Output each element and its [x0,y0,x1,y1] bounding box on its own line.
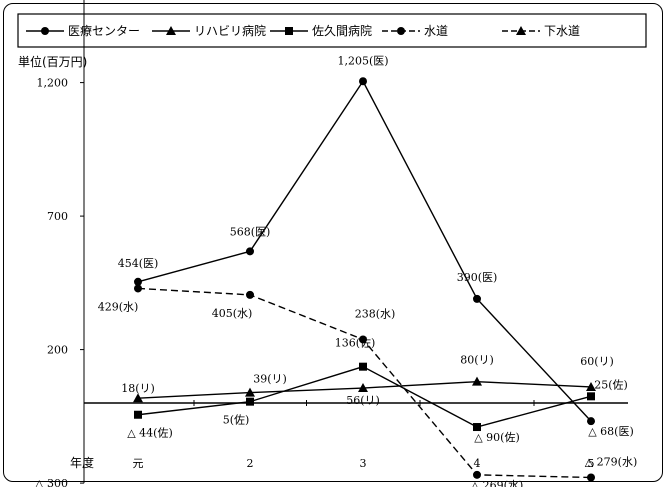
legend-label: 医療センター [68,24,140,38]
data-point [359,335,367,344]
legend-marker [516,26,526,35]
data-label: 80(リ) [460,354,494,367]
x-tick-label: 4 [474,457,481,470]
legend-label: 佐久間病院 [312,23,372,38]
data-point [245,387,255,397]
legend-marker [285,27,293,35]
series-1 [134,77,595,426]
legend: 医療センター リハビリ病院 佐久間病院 水道 下水道 [17,13,647,48]
legend-label: 水道 [424,24,448,38]
legend-item: 下水道 [502,24,580,38]
data-label: 25(佐) [594,377,628,391]
data-label: 5(佐) [223,413,250,427]
x-axis-label: 年度 [70,455,94,470]
data-point [133,393,143,403]
data-label: △ 68(医) [588,425,634,438]
data-label: △ 44(佐) [127,426,173,440]
data-label: 405(水) [212,307,253,320]
data-label: △ 269(水) [471,479,524,487]
data-point [473,294,481,303]
data-point [134,410,142,419]
data-point [473,423,481,432]
data-point [587,392,595,401]
data-label: △ 279(水) [585,455,638,468]
data-labels: 454(医) 568(医) 1,205(医) 390(医) △ 68(医) 18(リ) 39… [98,54,638,487]
y-tick-label: 700 [47,210,68,223]
data-point [359,77,367,86]
data-point [473,470,481,479]
data-point [586,381,596,391]
y-tick-label: 1,200 [37,77,69,90]
data-label: 390(医) [457,271,498,284]
legend-item: リハビリ病院 [152,23,266,38]
series-3 [134,362,595,432]
x-tick-label: 3 [360,457,367,470]
unit-label: 単位(百万円) [18,54,87,69]
legend-box [17,13,647,48]
series-2 [133,376,596,403]
data-label: 18(リ) [121,382,155,395]
legend-item: 佐久間病院 [270,23,372,38]
series-lines [133,77,596,482]
data-label: 429(水) [98,300,139,313]
y-tick-label: 200 [47,344,68,357]
legend-label: リハビリ病院 [194,23,266,38]
x-tick-label: 5 [588,457,595,470]
data-point [587,417,595,426]
legend-marker [166,26,176,35]
data-label: 1,205(医) [337,54,388,67]
data-point [472,376,482,386]
legend-marker [41,27,49,35]
data-point [359,362,367,371]
data-label: 454(医) [118,257,159,270]
legend-item: 医療センター [26,24,140,38]
data-label: 136(佐) [335,336,376,350]
x-tick-label: 2 [247,457,254,470]
x-tick-label: 元 [133,457,144,470]
data-point [134,277,142,286]
data-point [246,247,254,256]
legend-label: 下水道 [544,24,580,38]
data-label: 39(リ) [253,373,287,386]
data-label: △ 90(佐) [474,430,520,444]
data-label: 56(リ) [346,394,380,407]
legend-marker [397,27,405,35]
data-point [358,383,368,393]
data-label: 238(水) [355,307,396,320]
series-4 [134,284,595,482]
data-point [246,397,254,406]
data-point [587,473,595,482]
data-label: 60(リ) [580,355,614,368]
axes [80,0,628,484]
y-tick-label: △ 300 [35,477,68,487]
chart-frame [3,3,663,482]
data-point [246,290,254,299]
legend-item: 水道 [382,24,448,38]
data-point [134,284,142,293]
x-axis-ticks: 元 2 3 4 5 [133,457,595,470]
data-label: 568(医) [230,225,271,238]
